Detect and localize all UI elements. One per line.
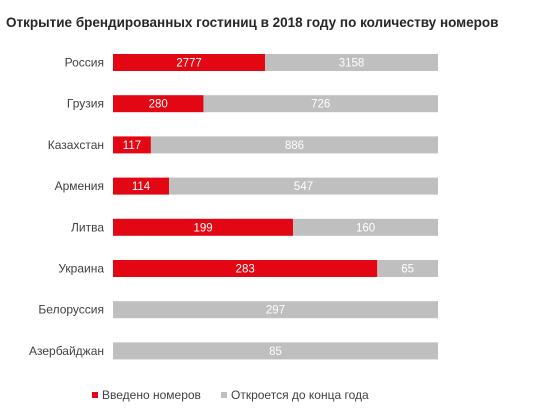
legend: Введено номеров Откроется до конца года — [92, 388, 369, 402]
category-label-4: Литва — [71, 220, 104, 234]
category-label-7: Азербайджан — [29, 344, 104, 358]
legend-swatch-1 — [221, 392, 227, 398]
value-label-planned-0: 3158 — [339, 58, 365, 70]
category-label-6: Белоруссия — [38, 303, 104, 317]
bar-planned-1 — [203, 95, 438, 113]
bar-introduced-0 — [113, 54, 266, 71]
category-label-3: Армения — [55, 179, 104, 193]
value-label-planned-1: 726 — [311, 99, 330, 111]
chart-title: Открытие брендированных гостиниц в 2018 … — [6, 15, 498, 30]
legend-label-0: Введено номеров — [102, 388, 201, 402]
value-label-planned-6: 297 — [266, 305, 285, 317]
value-label-introduced-5: 283 — [236, 264, 255, 276]
bar-introduced-1 — [113, 95, 204, 113]
value-label-introduced-3: 114 — [132, 181, 151, 193]
category-label-2: Казахстан — [48, 138, 104, 152]
value-label-planned-5: 65 — [401, 264, 414, 276]
bar-introduced-5 — [113, 260, 378, 277]
category-labels: Россия Грузия Казахстан Армения Литва Украина… — [29, 56, 104, 358]
category-label-0: Россия — [65, 56, 104, 70]
value-labels: 2777 3158 280 726 117 886 114 547 199 160 283 65 297… — [123, 58, 414, 358]
bars — [113, 54, 439, 360]
value-label-planned-4: 160 — [356, 222, 375, 234]
value-label-planned-7: 85 — [269, 346, 282, 358]
bar-planned-4 — [293, 218, 438, 236]
legend-swatch-0 — [92, 392, 98, 398]
bar-planned-3 — [169, 177, 438, 195]
value-label-planned-3: 547 — [294, 181, 313, 193]
category-label-1: Грузия — [67, 97, 104, 111]
bar-planned-6 — [113, 301, 438, 319]
bar-planned-0 — [265, 54, 438, 71]
legend-label-1: Откроется до конца года — [231, 388, 369, 402]
value-label-introduced-0: 2777 — [176, 58, 202, 70]
bar-planned-5 — [377, 260, 438, 277]
value-label-introduced-4: 199 — [193, 222, 212, 234]
bar-planned-2 — [150, 136, 439, 154]
bar-introduced-2 — [113, 136, 151, 154]
bar-introduced-4 — [113, 218, 294, 236]
value-label-introduced-1: 280 — [149, 99, 168, 111]
category-label-5: Украина — [58, 262, 104, 276]
value-label-planned-2: 886 — [285, 140, 304, 152]
value-label-introduced-2: 117 — [123, 140, 141, 152]
bar-planned-7 — [113, 342, 438, 360]
bar-introduced-3 — [113, 177, 170, 195]
